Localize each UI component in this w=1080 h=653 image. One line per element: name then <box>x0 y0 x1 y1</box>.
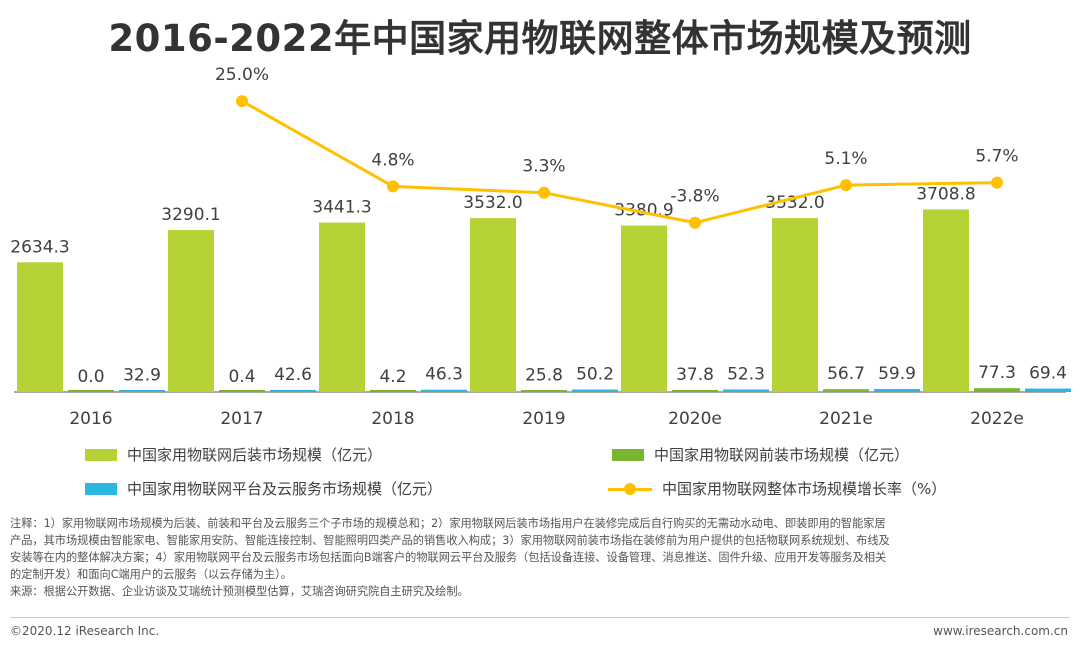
bar-cloud-2016 <box>119 390 165 392</box>
bar-aftermarket-2016 <box>17 262 63 392</box>
legend-item-cloud: 中国家用物联网平台及云服务市场规模（亿元） <box>85 478 442 499</box>
growth-rate-label-2022e: 5.7% <box>975 147 1018 167</box>
x-tick-label-2020e: 2020e <box>668 409 722 429</box>
note-line-4: 的定制开发）和面向C端用户的云服务（以云存储为主）。 <box>10 568 292 581</box>
bar-label-cloud-2022e: 69.4 <box>1029 364 1067 384</box>
note-line-3: 安装等在内的整体解决方案；4）家用物联网平台及云服务市场包括面向B端客户的物联网… <box>10 551 887 564</box>
growth-rate-point-2017 <box>236 95 248 108</box>
bar-label-premarket-2018: 4.2 <box>379 367 406 387</box>
bar-cloud-2020e <box>723 389 769 392</box>
growth-rate-point-2022e <box>991 176 1003 189</box>
bar-label-aftermarket-2022e: 3708.8 <box>916 184 975 204</box>
legend-swatch-aftermarket <box>85 448 117 461</box>
legend-item-aftermarket: 中国家用物联网后装市场规模（亿元） <box>85 444 382 465</box>
legend-swatch-cloud <box>85 482 117 495</box>
legend-label-cloud: 中国家用物联网平台及云服务市场规模（亿元） <box>127 480 443 498</box>
growth-rate-label-2018: 4.8% <box>371 150 414 170</box>
bar-label-aftermarket-2019: 3532.0 <box>463 193 522 213</box>
footer-divider <box>10 617 1070 618</box>
x-tick-label-2019: 2019 <box>522 409 565 429</box>
legend-label-aftermarket: 中国家用物联网后装市场规模（亿元） <box>127 446 383 464</box>
bar-premarket-2019 <box>521 390 567 392</box>
bar-aftermarket-2020e <box>621 225 667 392</box>
bar-premarket-2022e <box>974 388 1020 392</box>
bar-label-cloud-2016: 32.9 <box>123 365 161 385</box>
legend-swatch-growth <box>608 482 652 495</box>
bar-aftermarket-2017 <box>168 230 214 392</box>
bar-premarket-2021e <box>823 389 869 392</box>
bar-aftermarket-2022e <box>923 209 969 392</box>
growth-rate-point-2021e <box>840 179 852 192</box>
chart-notes: 注释：1）家用物联网市场规模为后装、前装和平台及云服务三个子市场的规模总和；2）… <box>10 515 1070 600</box>
bar-cloud-2022e <box>1025 388 1071 392</box>
bar-label-premarket-2017: 0.4 <box>228 367 255 387</box>
bar-label-aftermarket-2017: 3290.1 <box>161 205 220 225</box>
legend-label-premarket: 中国家用物联网前装市场规模（亿元） <box>654 446 910 464</box>
growth-rate-label-2020e: -3.8% <box>670 187 719 207</box>
bar-premarket-2018 <box>370 390 416 392</box>
chart-title: 2016-2022年中国家用物联网整体市场规模及预测 <box>108 17 972 60</box>
growth-rate-label-2019: 3.3% <box>522 157 565 177</box>
bar-premarket-2020e <box>672 390 718 392</box>
note-line-1: 注释：1）家用物联网市场规模为后装、前装和平台及云服务三个子市场的规模总和；2）… <box>10 517 886 530</box>
bar-aftermarket-2021e <box>772 218 818 392</box>
bar-label-premarket-2022e: 77.3 <box>978 363 1016 383</box>
bar-label-cloud-2019: 50.2 <box>576 365 614 385</box>
growth-rate-point-2018 <box>387 180 399 193</box>
bar-premarket-2017 <box>219 390 265 392</box>
x-tick-label-2017: 2017 <box>220 409 263 429</box>
legend-swatch-premarket <box>612 448 644 461</box>
bar-label-aftermarket-2018: 3441.3 <box>312 198 371 218</box>
bar-label-premarket-2019: 25.8 <box>525 366 563 386</box>
growth-rate-label-2021e: 5.1% <box>824 149 867 169</box>
x-tick-label-2022e: 2022e <box>970 409 1024 429</box>
legend-item-premarket: 中国家用物联网前装市场规模（亿元） <box>612 444 909 465</box>
x-tick-label-2018: 2018 <box>371 409 414 429</box>
note-source: 来源：根据公开数据、企业访谈及艾瑞统计预测模型估算，艾瑞咨询研究院自主研究及绘制… <box>10 585 469 598</box>
note-line-2: 产品，其市场规模由智能家电、智能家用安防、智能连接控制、智能照明四类产品的销售收… <box>10 534 890 547</box>
bar-premarket-2016 <box>68 390 114 392</box>
bar-cloud-2017 <box>270 389 316 392</box>
growth-rate-line <box>241 99 998 225</box>
bar-label-cloud-2017: 42.6 <box>274 365 312 385</box>
footer-website: www.iresearch.com.cn <box>933 624 1068 638</box>
growth-rate-label-2017: 25.0% <box>215 65 269 85</box>
legend-label-growth: 中国家用物联网整体市场规模增长率（%） <box>662 480 947 498</box>
x-tick-label-2021e: 2021e <box>819 409 873 429</box>
bar-aftermarket-2018 <box>319 222 365 392</box>
chart-plot: 2634.3 0.0 32.9 2016 3290.1 0.4 42.6 2017 3441.3… <box>10 65 1071 429</box>
x-tick-label-2016: 2016 <box>69 409 112 429</box>
bar-label-aftermarket-2021e: 3532.0 <box>765 193 824 213</box>
bar-label-premarket-2016: 0.0 <box>77 367 104 387</box>
bar-cloud-2021e <box>874 389 920 392</box>
bar-label-cloud-2018: 46.3 <box>425 365 463 385</box>
bar-cloud-2018 <box>421 389 467 392</box>
bar-label-premarket-2020e: 37.8 <box>676 365 714 385</box>
growth-rate-point-2019 <box>538 186 550 199</box>
bar-label-aftermarket-2016: 2634.3 <box>10 237 69 257</box>
bar-label-premarket-2021e: 56.7 <box>827 364 865 384</box>
bar-label-cloud-2020e: 52.3 <box>727 364 765 384</box>
footer-copyright: ©2020.12 iResearch Inc. <box>10 624 160 638</box>
legend-item-growth: 中国家用物联网整体市场规模增长率（%） <box>608 478 946 499</box>
bar-label-cloud-2021e: 59.9 <box>878 364 916 384</box>
bar-cloud-2019 <box>572 389 618 392</box>
bar-aftermarket-2019 <box>470 218 516 392</box>
growth-rate-point-2020e <box>689 216 701 229</box>
